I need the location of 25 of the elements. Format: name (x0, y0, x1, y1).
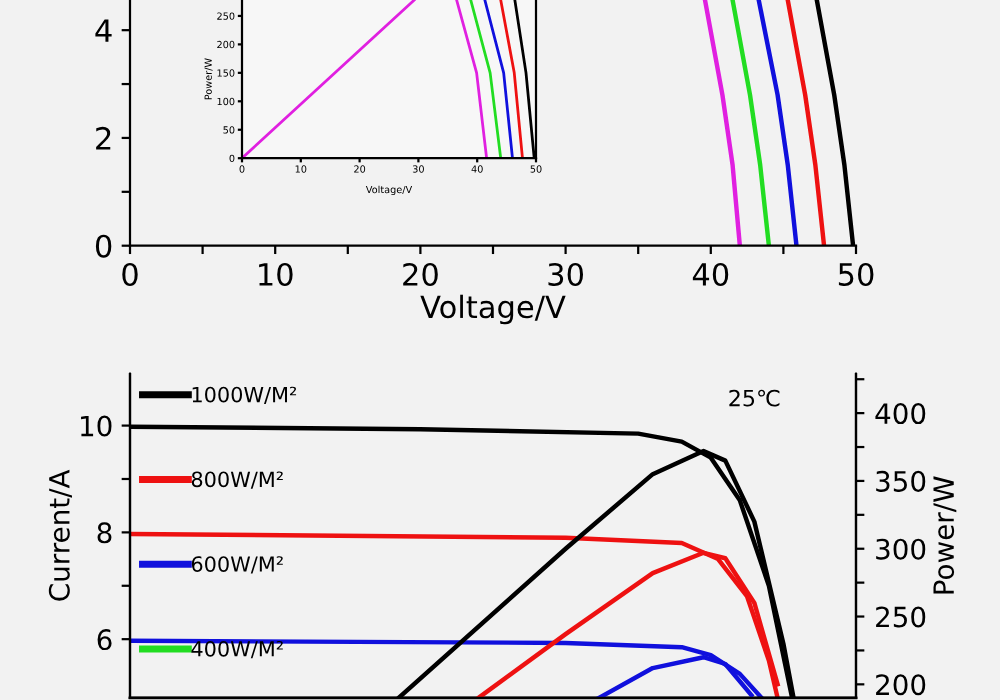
legend-label: 400W/M² (191, 640, 283, 659)
y2-tick-label: 250 (876, 606, 926, 628)
y-tick-label: 4 (95, 19, 112, 42)
x-tick-label: 10 (259, 262, 293, 287)
legend-label: 800W/M² (191, 471, 283, 489)
legend-label: 600W/M² (191, 556, 283, 574)
x-tick-label: 40 (692, 262, 729, 287)
y-tick-label: 10 (81, 415, 112, 437)
x-tick-label: 30 (548, 262, 584, 287)
annotation: 25℃ (729, 389, 780, 407)
y2-axis-title: Power/W (933, 476, 957, 594)
y2-tick-label: 400 (875, 403, 926, 425)
x-tick-label: 50 (838, 262, 874, 287)
y-tick-label: 8 (97, 522, 112, 544)
y2-tick-label: 200 (876, 674, 926, 696)
x-tick-label: 0 (122, 262, 138, 287)
y-tick-label: 6 (97, 629, 112, 651)
legend-label: 1000W/M² (192, 386, 297, 405)
y-tick-label: 2 (96, 126, 111, 150)
y2-tick-label: 300 (876, 538, 926, 560)
y-axis-title: Current/A (48, 469, 73, 601)
y-tick-label: 0 (95, 234, 112, 258)
x-tick-label: 20 (403, 262, 438, 287)
y2-tick-label: 350 (876, 470, 926, 492)
x-axis-title: Voltage/V (420, 294, 566, 325)
